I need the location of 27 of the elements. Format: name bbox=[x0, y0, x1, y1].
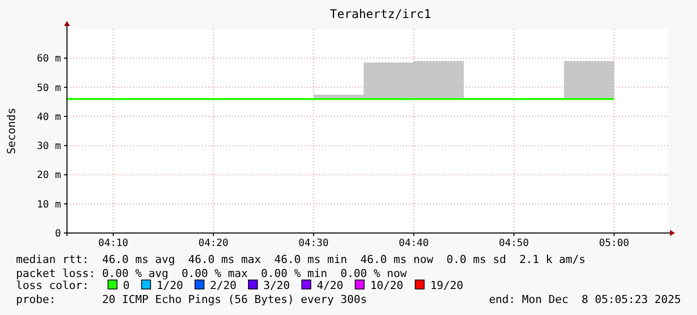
legend-label: 3/20 bbox=[263, 279, 290, 292]
y-tick-label: 0 bbox=[54, 228, 61, 240]
legend-label: 0 bbox=[123, 279, 130, 292]
x-tick-label: 04:40 bbox=[398, 238, 429, 249]
y-tick-label: 50 m bbox=[36, 82, 61, 94]
text: end: Mon Dec 8 05:05:23 2025 bbox=[488, 293, 681, 306]
text: probe: 20 ICMP Echo Pings (56 Bytes) every 300s bbox=[16, 293, 367, 306]
legend-label: 2/20 bbox=[210, 279, 236, 292]
y-tick-label: 10 m bbox=[36, 199, 61, 210]
y-tick-label: 30 m bbox=[36, 141, 61, 152]
text: median rtt: 46.0 ms avg 46.0 ms max 46.0 ms min 46.0 ms now 0.0 ms sd 2.1 k am/s bbox=[16, 253, 586, 266]
legend-title: loss color: bbox=[16, 279, 89, 292]
legend-label: 19/20 bbox=[430, 279, 464, 292]
y-tick-label: 60 m bbox=[36, 54, 61, 65]
legend-label: 4/20 bbox=[316, 279, 344, 292]
text: packet loss: 0.00 % avg 0.00 % max 0.00 % min 0.00 % now bbox=[16, 267, 408, 280]
x-tick-label: 04:20 bbox=[198, 238, 228, 249]
chart-title: Terahertz/irc1 bbox=[330, 7, 432, 21]
legend-label: 1/20 bbox=[156, 279, 184, 292]
x-tick-label: 04:50 bbox=[498, 238, 529, 249]
x-tick-label: 05:00 bbox=[599, 238, 630, 249]
legend-label: 10/20 bbox=[370, 279, 404, 292]
y-tick-label: 40 m bbox=[36, 112, 61, 123]
y-axis-title: Seconds bbox=[5, 108, 18, 154]
x-tick-label: 04:30 bbox=[298, 238, 329, 249]
x-tick-label: 04:10 bbox=[98, 238, 128, 249]
y-tick-label: 20 m bbox=[36, 170, 61, 182]
